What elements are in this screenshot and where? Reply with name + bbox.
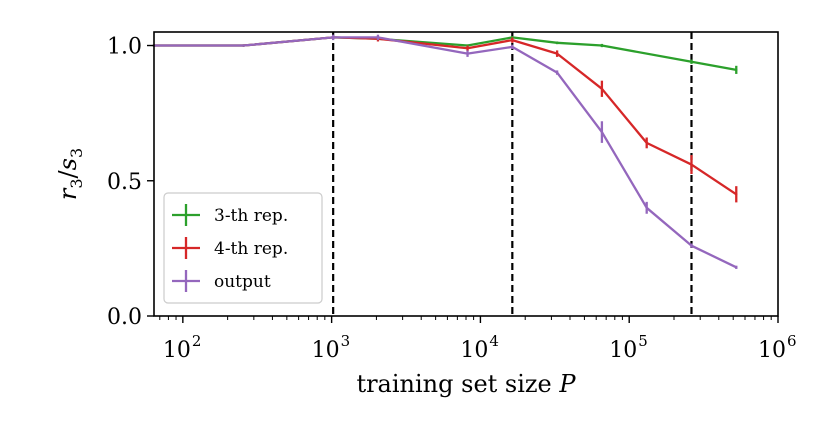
- x-tick-label-1000: 10: [312, 338, 340, 363]
- data-point-2-11: [735, 193, 738, 196]
- data-point-1-10: [735, 68, 738, 72]
- data-point-3-11: [735, 266, 738, 269]
- data-point-2-8: [600, 87, 604, 91]
- x-tick-label-100000: 10: [609, 338, 637, 363]
- y-tick-label-0.5: 0.5: [107, 170, 142, 195]
- x-tick-exp-1000: 3: [341, 332, 351, 350]
- data-point-2-5: [466, 47, 469, 50]
- legend: 3-th rep. 4-th rep. output: [163, 192, 323, 304]
- y-tick-label-1.0: 1.0: [107, 35, 142, 60]
- data-point-1-8: [600, 44, 604, 47]
- data-point-3-8: [600, 130, 604, 134]
- legend-label-3: output: [214, 272, 271, 292]
- legend-label-1: 3-th rep.: [214, 206, 288, 226]
- plot-area: [152, 32, 738, 316]
- data-point-2-7: [555, 52, 559, 55]
- x-tick-label-10000: 10: [460, 338, 488, 363]
- x-tick-exp-1000000: 6: [787, 332, 797, 350]
- data-point-2-9: [645, 141, 648, 145]
- y-tick-label-0.0: 0.0: [107, 305, 142, 330]
- x-tick-exp-10000: 4: [489, 332, 499, 350]
- x-tick-exp-100000: 5: [638, 332, 648, 350]
- data-point-2-6: [511, 38, 514, 42]
- x-tick-exp-100: 2: [192, 332, 202, 350]
- data-point-3-4: [376, 36, 380, 39]
- data-point-3-2: [242, 44, 245, 47]
- legend-box: [163, 192, 323, 304]
- data-point-2-10: [690, 163, 693, 166]
- data-point-3-5: [466, 52, 469, 55]
- data-point-3-9: [645, 206, 648, 210]
- x-tick-label-1000000: 10: [758, 338, 786, 363]
- data-point-3-7: [555, 71, 559, 74]
- data-point-3-3: [331, 36, 335, 39]
- axis-ticks: 10 2 10 3 10 4 10 5 10 60.00.51.0: [107, 35, 797, 363]
- data-point-3-6: [511, 45, 514, 49]
- legend-label-2: 4-th rep.: [214, 239, 288, 259]
- y-axis-label: r3/s3: [54, 148, 86, 200]
- data-point-1-7: [555, 41, 559, 45]
- x-tick-label-100: 10: [163, 338, 191, 363]
- data-point-3-10: [690, 244, 693, 247]
- x-axis-label: training set size P: [356, 370, 576, 398]
- data-point-1-9: [690, 60, 693, 63]
